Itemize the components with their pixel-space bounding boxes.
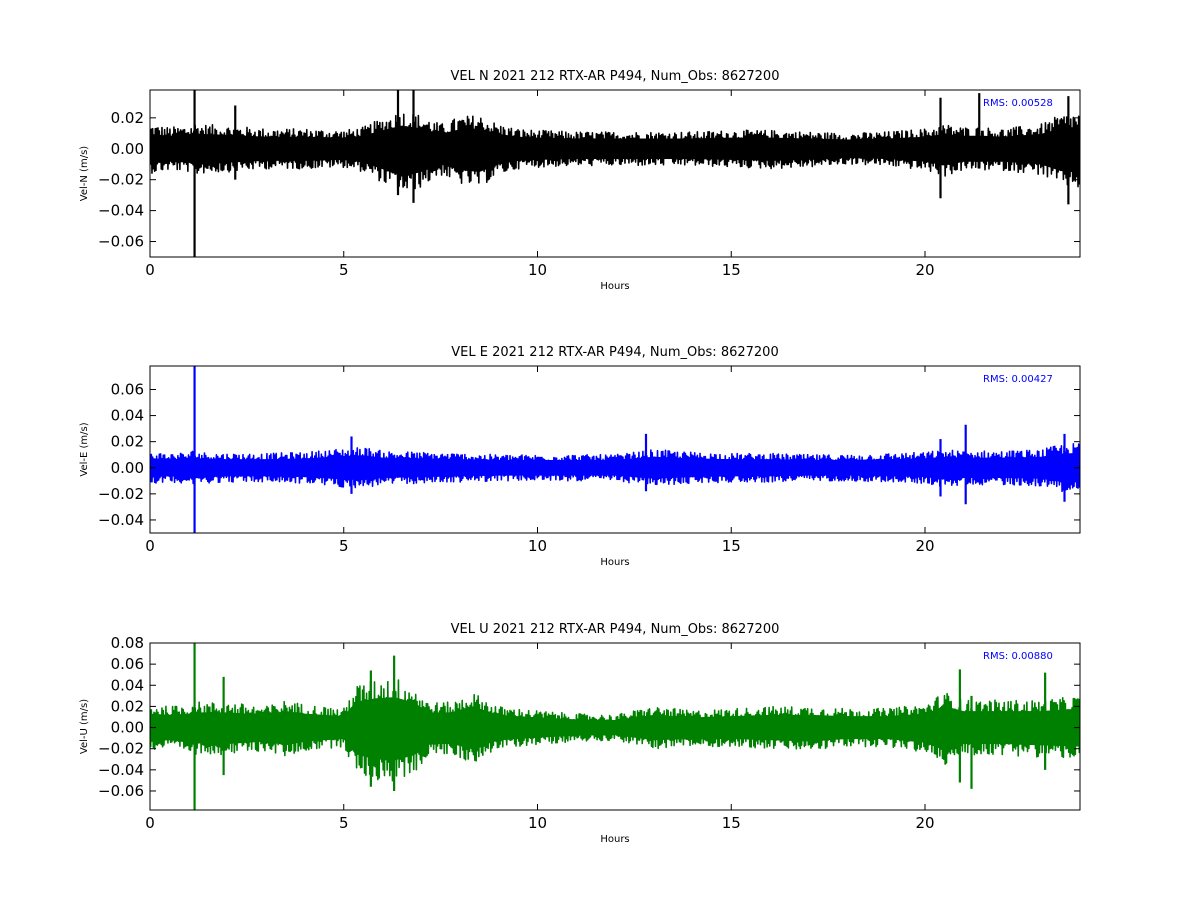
y-tick-label: 0.00 [111, 459, 144, 477]
x-tick-label: 15 [722, 261, 741, 279]
plot-title: VEL E 2021 212 RTX-AR P494, Num_Obs: 862… [451, 345, 778, 360]
y-tick-label: 0.04 [111, 407, 144, 425]
plot-title: VEL U 2021 212 RTX-AR P494, Num_Obs: 862… [451, 622, 780, 637]
series-core-band [150, 697, 1080, 761]
plot-frame [149, 642, 1081, 811]
y-tick-label: 0.00 [111, 719, 144, 737]
rms-annotation: RMS: 0.00880 [983, 651, 1053, 662]
y-tick-label: −0.06 [98, 782, 144, 800]
data-series [150, 366, 1080, 533]
plot-title: VEL N 2021 212 RTX-AR P494, Num_Obs: 862… [451, 69, 780, 84]
y-axis-label: Vel-U (m/s) [79, 699, 90, 754]
plot-frame [149, 365, 1081, 534]
y-tick-label: −0.04 [98, 511, 144, 529]
subplot-2: VEL E 2021 212 RTX-AR P494, Num_Obs: 862… [79, 345, 1081, 568]
y-tick-label: 0.02 [111, 109, 144, 127]
y-tick-label: −0.02 [98, 171, 144, 189]
y-tick-label: 0.06 [111, 655, 144, 673]
subplot-1: VEL N 2021 212 RTX-AR P494, Num_Obs: 862… [79, 69, 1081, 292]
x-tick-label: 5 [339, 537, 349, 555]
x-tick-label: 20 [915, 261, 934, 279]
y-axis-label: Vel-N (m/s) [79, 146, 90, 201]
series-core-band [150, 452, 1080, 483]
x-tick-label: 5 [339, 261, 349, 279]
x-axis-label: Hours [600, 557, 629, 568]
x-tick-label: 10 [528, 814, 547, 832]
x-tick-label: 15 [722, 814, 741, 832]
y-tick-label: 0.08 [111, 634, 144, 652]
x-tick-label: 0 [145, 261, 155, 279]
y-tick-label: 0.00 [111, 140, 144, 158]
rms-annotation: RMS: 0.00427 [983, 374, 1053, 385]
x-tick-label: 10 [528, 537, 547, 555]
x-axis-label: Hours [600, 834, 629, 845]
y-tick-label: −0.02 [98, 485, 144, 503]
rms-annotation: RMS: 0.00528 [983, 98, 1053, 109]
subplot-3: VEL U 2021 212 RTX-AR P494, Num_Obs: 862… [79, 622, 1081, 845]
x-tick-label: 20 [915, 537, 934, 555]
x-tick-label: 0 [145, 814, 155, 832]
data-series [150, 643, 1080, 810]
x-tick-label: 15 [722, 537, 741, 555]
y-tick-label: −0.06 [98, 233, 144, 251]
y-axis-label: Vel-E (m/s) [79, 422, 90, 476]
y-tick-label: 0.04 [111, 676, 144, 694]
y-tick-label: −0.04 [98, 761, 144, 779]
y-tick-label: −0.02 [98, 740, 144, 758]
subplot-panels: VEL N 2021 212 RTX-AR P494, Num_Obs: 862… [79, 69, 1081, 845]
y-tick-label: −0.04 [98, 202, 144, 220]
x-tick-label: 5 [339, 814, 349, 832]
plot-frame [149, 89, 1081, 258]
x-tick-label: 0 [145, 537, 155, 555]
y-tick-label: 0.02 [111, 697, 144, 715]
data-series [150, 90, 1080, 257]
y-tick-label: 0.02 [111, 433, 144, 451]
x-tick-label: 10 [528, 261, 547, 279]
series-core-band [150, 125, 1080, 177]
y-tick-label: 0.06 [111, 380, 144, 398]
x-axis-label: Hours [600, 281, 629, 292]
x-tick-label: 20 [915, 814, 934, 832]
